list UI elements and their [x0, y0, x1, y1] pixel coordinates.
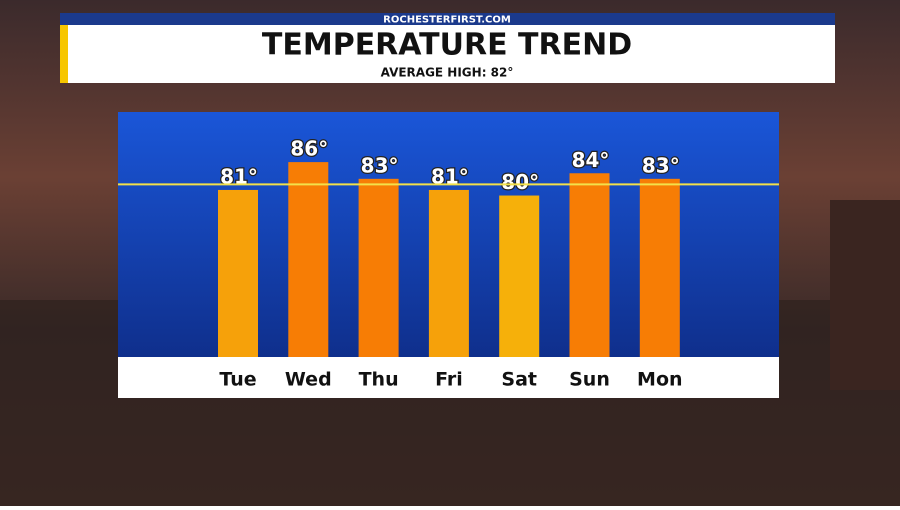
- value-label: 86°: [290, 137, 328, 161]
- bar: [499, 195, 540, 357]
- bar: [569, 173, 610, 357]
- label-strip: [118, 357, 779, 398]
- bar: [639, 178, 680, 357]
- x-tick-label: Sun: [569, 369, 610, 391]
- value-label: 83°: [642, 153, 680, 177]
- header-accent: [60, 25, 68, 83]
- x-tick-label: Sat: [501, 369, 537, 391]
- x-tick-label: Mon: [637, 369, 683, 391]
- chart-subtitle: AVERAGE HIGH: 82°: [381, 66, 514, 80]
- bar: [428, 189, 469, 357]
- building: [830, 200, 900, 390]
- value-label: 80°: [501, 170, 539, 194]
- value-label: 84°: [572, 148, 610, 172]
- x-tick-label: Tue: [219, 369, 256, 391]
- source: ROCHESTERFIRST.COM: [383, 15, 511, 26]
- bar: [218, 189, 258, 357]
- bar: [288, 162, 329, 357]
- chart-title: TEMPERATURE TREND: [262, 28, 632, 63]
- x-tick-label: Wed: [285, 369, 332, 391]
- value-label: 83°: [361, 153, 399, 177]
- x-tick-label: Thu: [359, 369, 399, 391]
- x-tick-label: Fri: [435, 369, 463, 391]
- header-strip: [60, 13, 835, 25]
- bar: [358, 178, 399, 357]
